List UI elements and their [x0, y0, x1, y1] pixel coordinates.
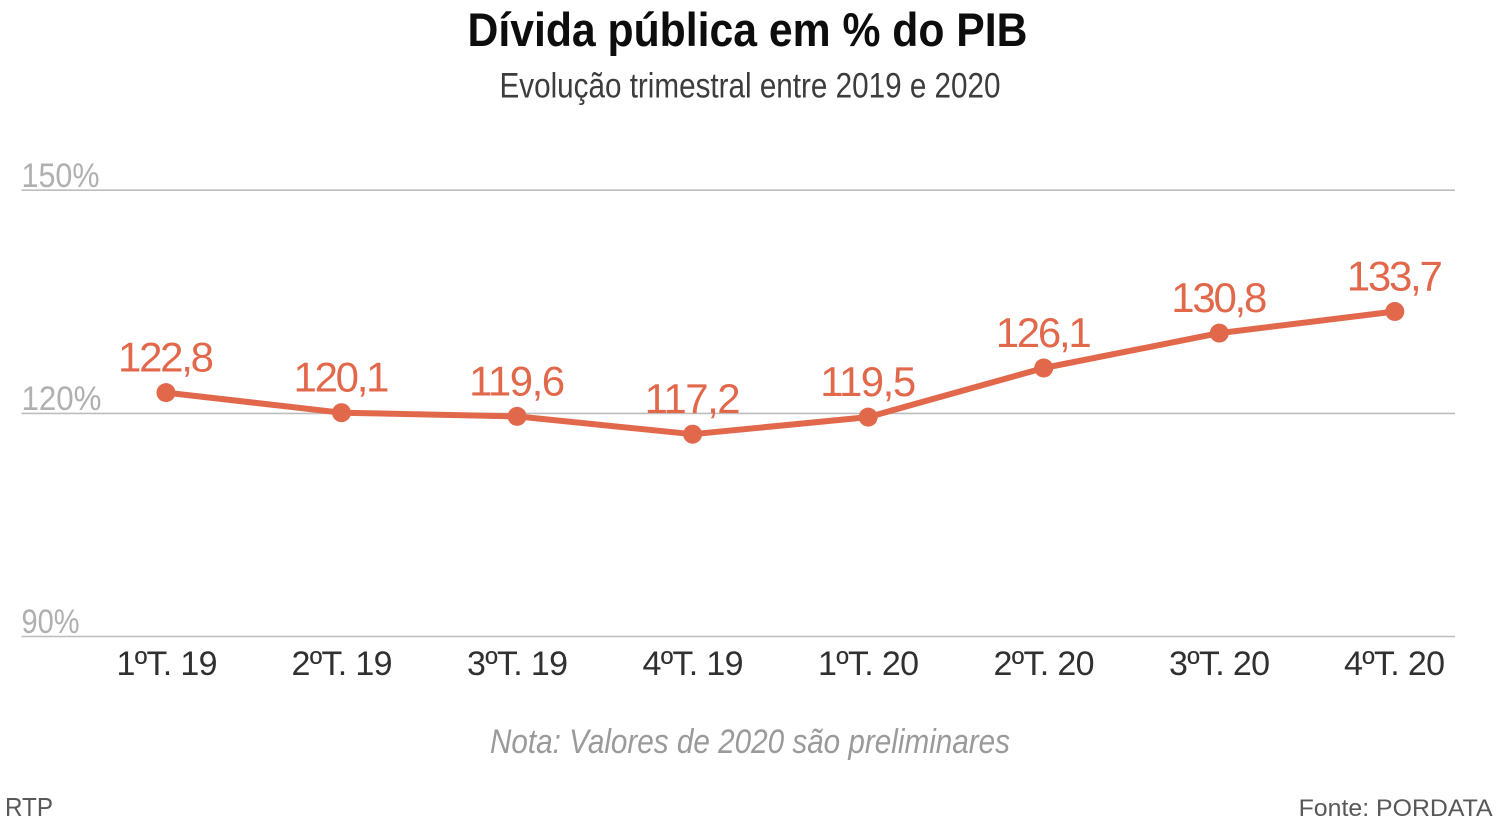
svg-text:1ºT. 19: 1ºT. 19: [117, 645, 218, 683]
svg-text:133,7: 133,7: [1347, 253, 1443, 300]
svg-text:Fonte: PORDATA: Fonte: PORDATA: [1299, 795, 1494, 822]
svg-text:4ºT. 20: 4ºT. 20: [1344, 645, 1445, 683]
svg-text:2ºT. 19: 2ºT. 19: [292, 645, 393, 683]
svg-text:Dívida pública em % do PIB: Dívida pública em % do PIB: [468, 3, 1028, 56]
svg-text:2ºT. 20: 2ºT. 20: [994, 645, 1095, 683]
svg-text:1ºT. 20: 1ºT. 20: [818, 645, 919, 683]
svg-text:117,2: 117,2: [645, 375, 741, 422]
svg-text:150%: 150%: [22, 157, 100, 195]
svg-text:Evolução trimestral entre 2019: Evolução trimestral entre 2019 e 2020: [500, 66, 1001, 105]
svg-text:119,5: 119,5: [820, 358, 916, 405]
svg-text:120%: 120%: [22, 380, 102, 418]
svg-text:4ºT. 19: 4ºT. 19: [643, 645, 744, 683]
svg-text:130,8: 130,8: [1171, 274, 1267, 321]
svg-text:3ºT. 20: 3ºT. 20: [1169, 645, 1270, 683]
svg-text:3ºT. 19: 3ºT. 19: [467, 645, 568, 683]
svg-text:90%: 90%: [22, 603, 80, 641]
svg-text:119,6: 119,6: [469, 357, 565, 404]
svg-text:122,8: 122,8: [118, 334, 214, 381]
svg-text:126,1: 126,1: [996, 309, 1092, 356]
svg-text:120,1: 120,1: [294, 354, 390, 401]
svg-text:RTP: RTP: [5, 792, 53, 822]
svg-text:Nota: Valores de 2020 são prel: Nota: Valores de 2020 são preliminares: [490, 723, 1010, 761]
